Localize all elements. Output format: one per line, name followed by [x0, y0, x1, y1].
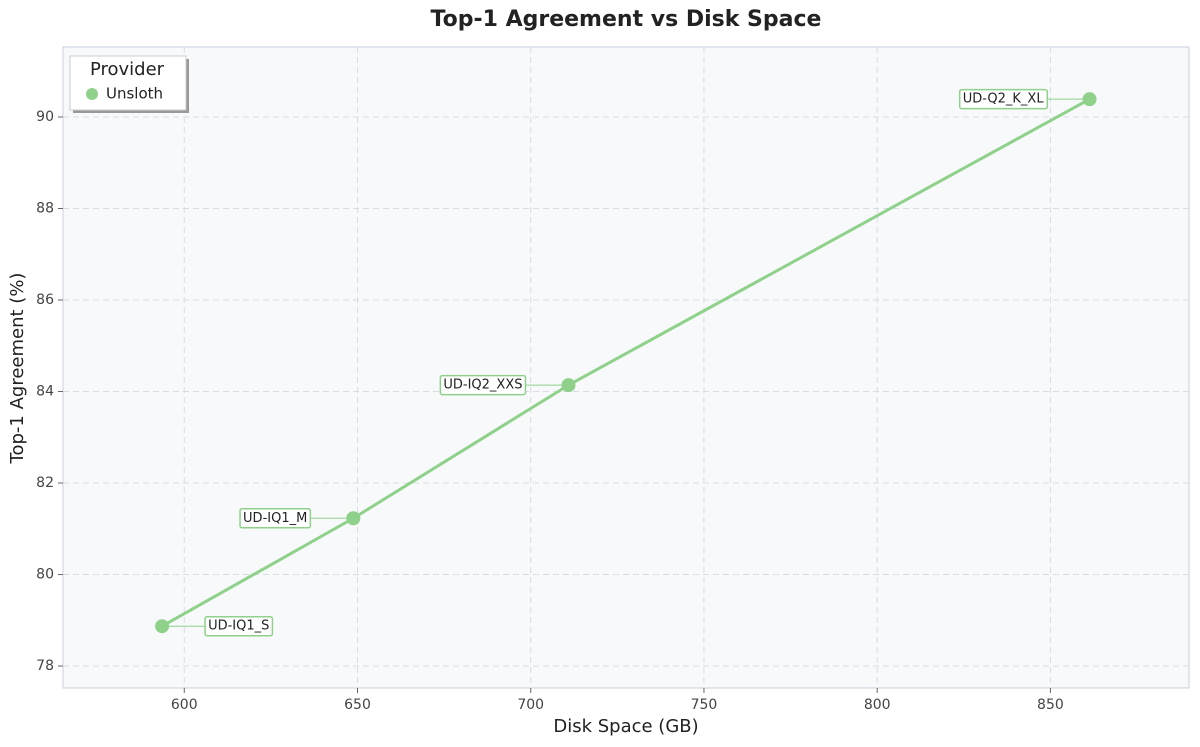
- chart-title: Top-1 Agreement vs Disk Space: [431, 7, 822, 32]
- series-line: [161, 97, 1091, 628]
- point-label: UD-IQ1_M: [239, 508, 312, 529]
- label-box: [439, 374, 527, 396]
- y-tick-label: 80: [36, 567, 54, 583]
- plot-area: [62, 46, 1190, 689]
- point: [1082, 92, 1097, 107]
- x-axis-title: Disk Space (GB): [553, 716, 698, 737]
- point-label-text: UD-IQ2_XXS: [443, 378, 522, 393]
- legend: Provider Unsloth: [69, 55, 189, 113]
- label-box: [239, 508, 312, 529]
- y-axis-title: Top-1 Agreement (%): [7, 273, 28, 465]
- y-tick-label: 90: [36, 109, 54, 125]
- x-tick-label: 650: [344, 697, 371, 713]
- x-tick-label: 750: [691, 697, 718, 713]
- y-tick-label: 78: [36, 658, 54, 674]
- legend-box: [69, 55, 187, 111]
- grid: 600 650 700 750 800 850 78 80 82 84 86 88 90: [36, 47, 1189, 713]
- point-label-text: UD-IQ1_S: [208, 619, 269, 634]
- point-label: UD-IQ1_S: [204, 615, 274, 637]
- y-tick-label: 86: [36, 292, 54, 308]
- y-tick-label: 82: [36, 475, 54, 491]
- x-tick-label: 700: [517, 697, 544, 713]
- x-tick-label: 800: [864, 697, 891, 713]
- point: [346, 511, 361, 526]
- point: [155, 619, 170, 634]
- point-label-text: UD-Q2_K_XL: [963, 92, 1045, 107]
- label-box: [204, 615, 274, 637]
- x-tick-label: 600: [171, 697, 198, 713]
- point-label: UD-IQ2_XXS: [439, 374, 527, 396]
- legend-marker: [86, 88, 98, 100]
- label-box: [958, 88, 1049, 110]
- y-tick-label: 84: [36, 384, 54, 400]
- legend-title: Provider: [90, 59, 165, 80]
- legend-label: Unsloth: [106, 85, 163, 103]
- point-label: UD-Q2_K_XL: [958, 88, 1049, 110]
- point-label-text: UD-IQ1_M: [243, 511, 307, 526]
- x-tick-label: 850: [1037, 697, 1064, 713]
- marks: UD-IQ1_S UD-IQ1_M UD-IQ2_XXS UD-Q2_K_XL: [155, 88, 1097, 637]
- y-tick-label: 88: [36, 201, 54, 217]
- point: [561, 378, 576, 393]
